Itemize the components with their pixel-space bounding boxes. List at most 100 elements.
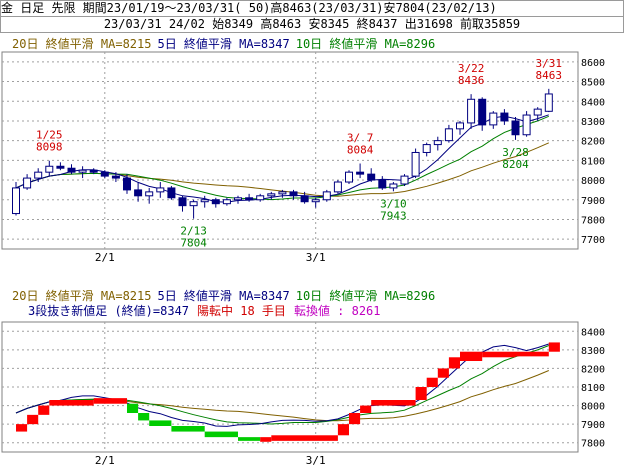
candle-body [56, 165, 65, 169]
candle-body [145, 191, 154, 197]
candle-body [256, 195, 265, 201]
kagi-tick-label: 8000 [581, 402, 605, 413]
low-annotation-date: 2/13 [180, 225, 207, 238]
candle-body [167, 187, 176, 199]
candle-body [522, 114, 531, 136]
candle-body [444, 128, 453, 142]
high-annotation-date: 3/22 [458, 62, 485, 75]
kagi-brick [271, 435, 338, 441]
high-annotation-value: 8463 [536, 69, 563, 82]
price-tick-label: 8100 [581, 156, 605, 167]
high-annotation-date: 3/ 7 [347, 132, 374, 145]
candle-body [134, 189, 143, 197]
candle-body [12, 187, 20, 215]
candle-body [178, 197, 187, 207]
candle-body [111, 175, 120, 179]
low-annotation-date: 3/10 [380, 197, 407, 210]
candle-body [211, 199, 220, 205]
candle-body [200, 199, 209, 203]
kagi-brick [482, 351, 516, 358]
candle-body [45, 165, 54, 173]
kagi-brick [149, 420, 172, 426]
price-tick-label: 8500 [581, 78, 605, 89]
price-plot-frame [1, 51, 579, 250]
candle-body [511, 120, 520, 136]
price-tick-label: 8400 [581, 97, 605, 108]
high-annotation-date: 1/25 [36, 129, 63, 142]
kagi-brick [360, 405, 372, 413]
price-legend-entry: 10日 終値平滑 MA=8296 [296, 36, 435, 51]
price-tick-label: 8000 [581, 176, 605, 187]
kagi-tick-label: 7900 [581, 420, 605, 431]
chart-header-period: 金 日足 先限 期間23/01/19～23/03/31( 50)高8463(23… [0, 0, 624, 17]
price-date-label: 3/1 [306, 251, 326, 264]
price-legend-entry: 5日 終値平滑 MA=8347 [157, 36, 289, 51]
candle-body [533, 108, 542, 116]
kagi-brick [138, 413, 150, 421]
price-tick-label: 8300 [581, 117, 605, 128]
price-tick-label: 7700 [581, 235, 605, 246]
low-annotation-value: 8204 [502, 158, 529, 171]
kagi-brick [49, 400, 94, 406]
candle-body [222, 199, 231, 205]
candle-body [411, 151, 420, 177]
kagi-brick [171, 426, 205, 432]
kagi-tick-label: 7800 [581, 439, 605, 450]
kagi-legend-entry: 5日 終値平滑 MA=8347 [157, 288, 289, 303]
candle-body [400, 175, 409, 185]
low-annotation-value: 7943 [380, 209, 407, 222]
high-annotation-value: 8084 [347, 144, 374, 157]
candle-body [23, 177, 32, 189]
price-tick-label: 8200 [581, 137, 605, 148]
price-legend-entry: 20日 終値平滑 MA=8215 [12, 36, 151, 51]
price-tick-label: 7800 [581, 215, 605, 226]
low-annotation-value: 7804 [180, 237, 207, 250]
candle-body [189, 201, 198, 207]
kagi-brick [27, 414, 39, 425]
candle-body [100, 171, 109, 177]
kagi-legend-entry: 10日 終値平滑 MA=8296 [296, 288, 435, 303]
low-annotation-date: 3/28 [502, 146, 529, 159]
kagi-brick [93, 398, 127, 404]
kagi-info-text: 陽転中 18 手目 [197, 303, 286, 318]
candle-body [422, 144, 431, 153]
kagi-brick [415, 387, 427, 400]
candle-body [234, 197, 242, 201]
candle-body [356, 171, 365, 175]
candle-body [34, 171, 43, 179]
kagi-tick-label: 8100 [581, 383, 605, 394]
candle-body [478, 98, 487, 126]
price-date-label: 2/1 [95, 251, 115, 264]
candle-body [345, 171, 353, 183]
candle-body [378, 179, 387, 189]
candle-body [433, 140, 442, 146]
candle-body [467, 98, 476, 124]
kagi-tick-label: 8400 [581, 327, 605, 338]
candle-body [278, 191, 287, 195]
high-annotation-value: 8436 [458, 74, 485, 87]
kagi-date-label: 2/1 [95, 454, 115, 467]
candle-body [489, 112, 498, 126]
candle-body [245, 197, 254, 201]
kagi-brick [460, 351, 483, 361]
kagi-legend-entry: 20日 終値平滑 MA=8215 [12, 288, 151, 303]
high-annotation-date: 3/31 [536, 57, 563, 70]
kagi-brick [16, 424, 28, 432]
candle-body [67, 167, 76, 173]
candle-body [389, 183, 398, 189]
kagi-brick [349, 413, 361, 425]
candle-body [156, 187, 165, 193]
kagi-brick [437, 368, 449, 378]
kagi-brick [260, 437, 272, 442]
kagi-brick [38, 405, 50, 415]
kagi-brick [548, 342, 560, 352]
candle-body [500, 112, 509, 122]
kagi-brick [448, 357, 460, 369]
candle-body [544, 93, 553, 112]
candle-body [333, 181, 342, 193]
kagi-brick [127, 403, 139, 413]
candle-body [456, 122, 464, 130]
kagi-brick [426, 377, 438, 387]
candle-body [123, 177, 131, 191]
candle-body [289, 191, 298, 197]
